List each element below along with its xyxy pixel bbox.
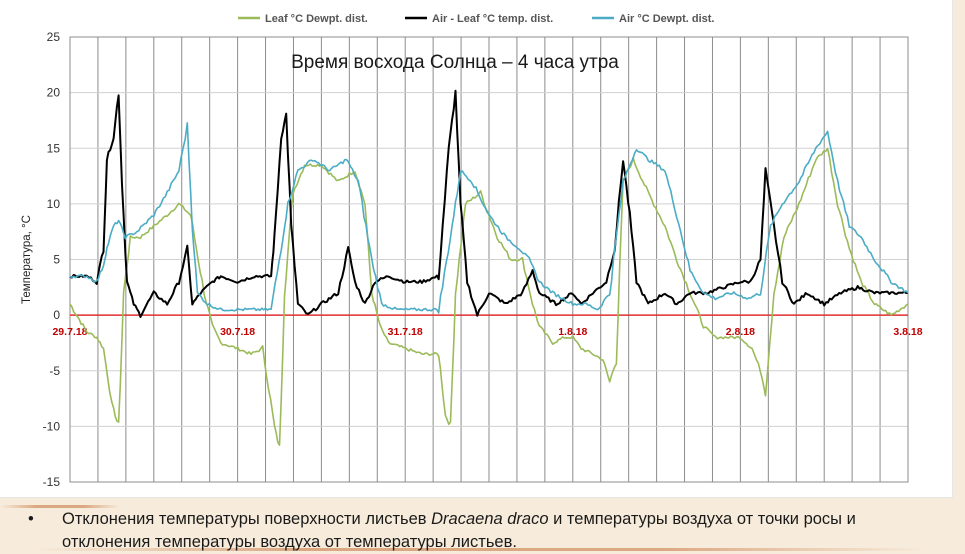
date-label: 31.7.18 xyxy=(388,326,423,338)
plot-frame xyxy=(69,36,909,483)
y-axis-label: Температура, °C xyxy=(21,215,33,304)
y-tick-label: 10 xyxy=(47,197,61,211)
slide-decoration-bottom xyxy=(30,548,930,551)
legend-label: Air - Leaf °C temp. dist. xyxy=(432,13,553,25)
series-line xyxy=(69,89,909,318)
caption-part2: и температуры воздуха от точки росы и от… xyxy=(62,510,856,551)
chart-panel: -15 -10 -5 0 5 10 15 20 25 29.7.18 30.7.18 31.7.18 1… xyxy=(0,0,953,498)
date-label: 29.7.18 xyxy=(52,326,87,338)
date-label: 2.8.18 xyxy=(726,326,755,338)
legend-label: Leaf °C Dewpt. dist. xyxy=(265,13,368,25)
series-line xyxy=(69,122,909,314)
slide-decoration-left xyxy=(0,505,120,508)
y-tick-label: -10 xyxy=(43,419,61,433)
temperature-chart: -15 -10 -5 0 5 10 15 20 25 29.7.18 30.7.18 31.7.18 1… xyxy=(21,13,923,489)
caption-species: Dracaena draco xyxy=(431,510,549,528)
y-tick-label: 15 xyxy=(47,141,61,155)
legend-label: Air °C Dewpt. dist. xyxy=(619,13,714,25)
y-tick-label: 25 xyxy=(47,30,61,44)
caption-bullet: • xyxy=(28,510,34,528)
date-label: 3.8.18 xyxy=(893,326,922,338)
y-tick-label: 0 xyxy=(53,308,60,322)
y-tick-label: 5 xyxy=(53,253,60,267)
y-tick-label: 20 xyxy=(47,86,61,100)
caption-part1: Отклонения температуры поверхности листь… xyxy=(62,510,432,528)
y-tick-label: -5 xyxy=(49,364,60,378)
series-line xyxy=(69,147,909,446)
date-label: 1.8.18 xyxy=(558,326,587,338)
chart-annotation: Время восхода Солнца – 4 часа утра xyxy=(291,52,619,73)
y-tick-label: -15 xyxy=(43,475,61,489)
date-label: 30.7.18 xyxy=(220,326,255,338)
caption-text: Отклонения температуры поверхности листь… xyxy=(62,508,942,554)
